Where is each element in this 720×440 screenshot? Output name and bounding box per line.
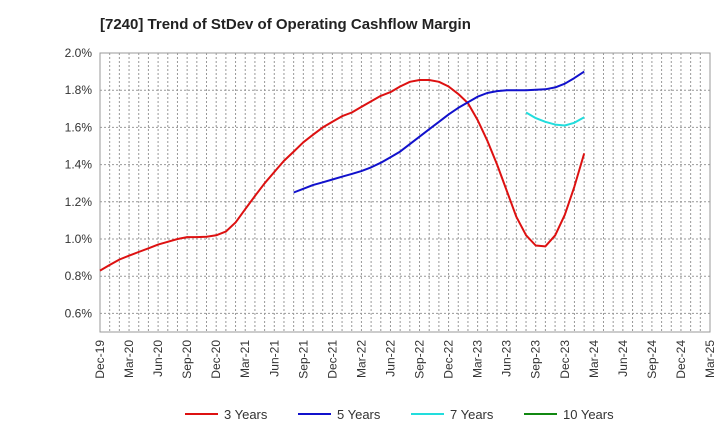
x-tick-label: Jun-23 <box>500 340 514 377</box>
x-tick-label: Sep-24 <box>645 340 659 379</box>
y-axis: 0.6% 0.8% 1.0% 1.2% 1.4% 1.6% 1.8% 2.0% <box>65 46 93 320</box>
x-tick-label: Dec-19 <box>93 340 107 379</box>
legend-label-1: 5 Years <box>337 407 381 422</box>
series-line-1 <box>293 70 585 194</box>
y-tick-label: 0.6% <box>65 306 93 320</box>
series-line-2 <box>525 111 585 127</box>
x-tick-label: Jun-22 <box>383 340 397 377</box>
legend-label-2: 7 Years <box>450 407 494 422</box>
y-tick-label: 1.8% <box>65 83 93 97</box>
series-lines <box>99 70 586 272</box>
series-line-0 <box>99 79 586 272</box>
y-tick-label: 1.2% <box>65 195 93 209</box>
x-tick-label: Sep-20 <box>180 340 194 379</box>
legend-label-3: 10 Years <box>563 407 614 422</box>
y-tick-label: 1.4% <box>65 158 93 172</box>
y-tick-label: 1.6% <box>65 120 93 134</box>
grid <box>100 52 710 332</box>
y-tick-label: 0.8% <box>65 269 93 283</box>
legend-label-0: 3 Years <box>224 407 268 422</box>
x-tick-label: Sep-21 <box>296 340 310 379</box>
x-tick-label: Sep-22 <box>413 340 427 379</box>
x-tick-label: Jun-24 <box>616 340 630 377</box>
y-tick-label: 1.0% <box>65 232 93 246</box>
x-tick-label: Mar-21 <box>238 340 252 378</box>
x-axis: Dec-19 Mar-20 Jun-20 Sep-20 Dec-20 Mar-21 Jun-… <box>93 340 717 379</box>
x-tick-label: Mar-24 <box>587 340 601 378</box>
x-tick-label: Dec-20 <box>209 340 223 379</box>
x-tick-label: Mar-22 <box>354 340 368 378</box>
chart-title: [7240] Trend of StDev of Operating Cashf… <box>100 16 471 33</box>
legend: 3 Years 5 Years 7 Years 10 Years <box>185 407 614 422</box>
x-tick-label: Jun-21 <box>267 340 281 377</box>
x-tick-label: Mar-25 <box>703 340 717 378</box>
y-tick-label: 2.0% <box>65 46 93 60</box>
plot-area <box>99 52 711 333</box>
x-tick-label: Dec-24 <box>674 340 688 379</box>
x-tick-label: Mar-20 <box>122 340 136 378</box>
x-tick-label: Dec-23 <box>558 340 572 379</box>
x-tick-label: Jun-20 <box>151 340 165 377</box>
x-tick-label: Sep-23 <box>529 340 543 379</box>
x-tick-label: Dec-22 <box>442 340 456 379</box>
x-tick-label: Dec-21 <box>325 340 339 379</box>
x-tick-label: Mar-23 <box>471 340 485 378</box>
